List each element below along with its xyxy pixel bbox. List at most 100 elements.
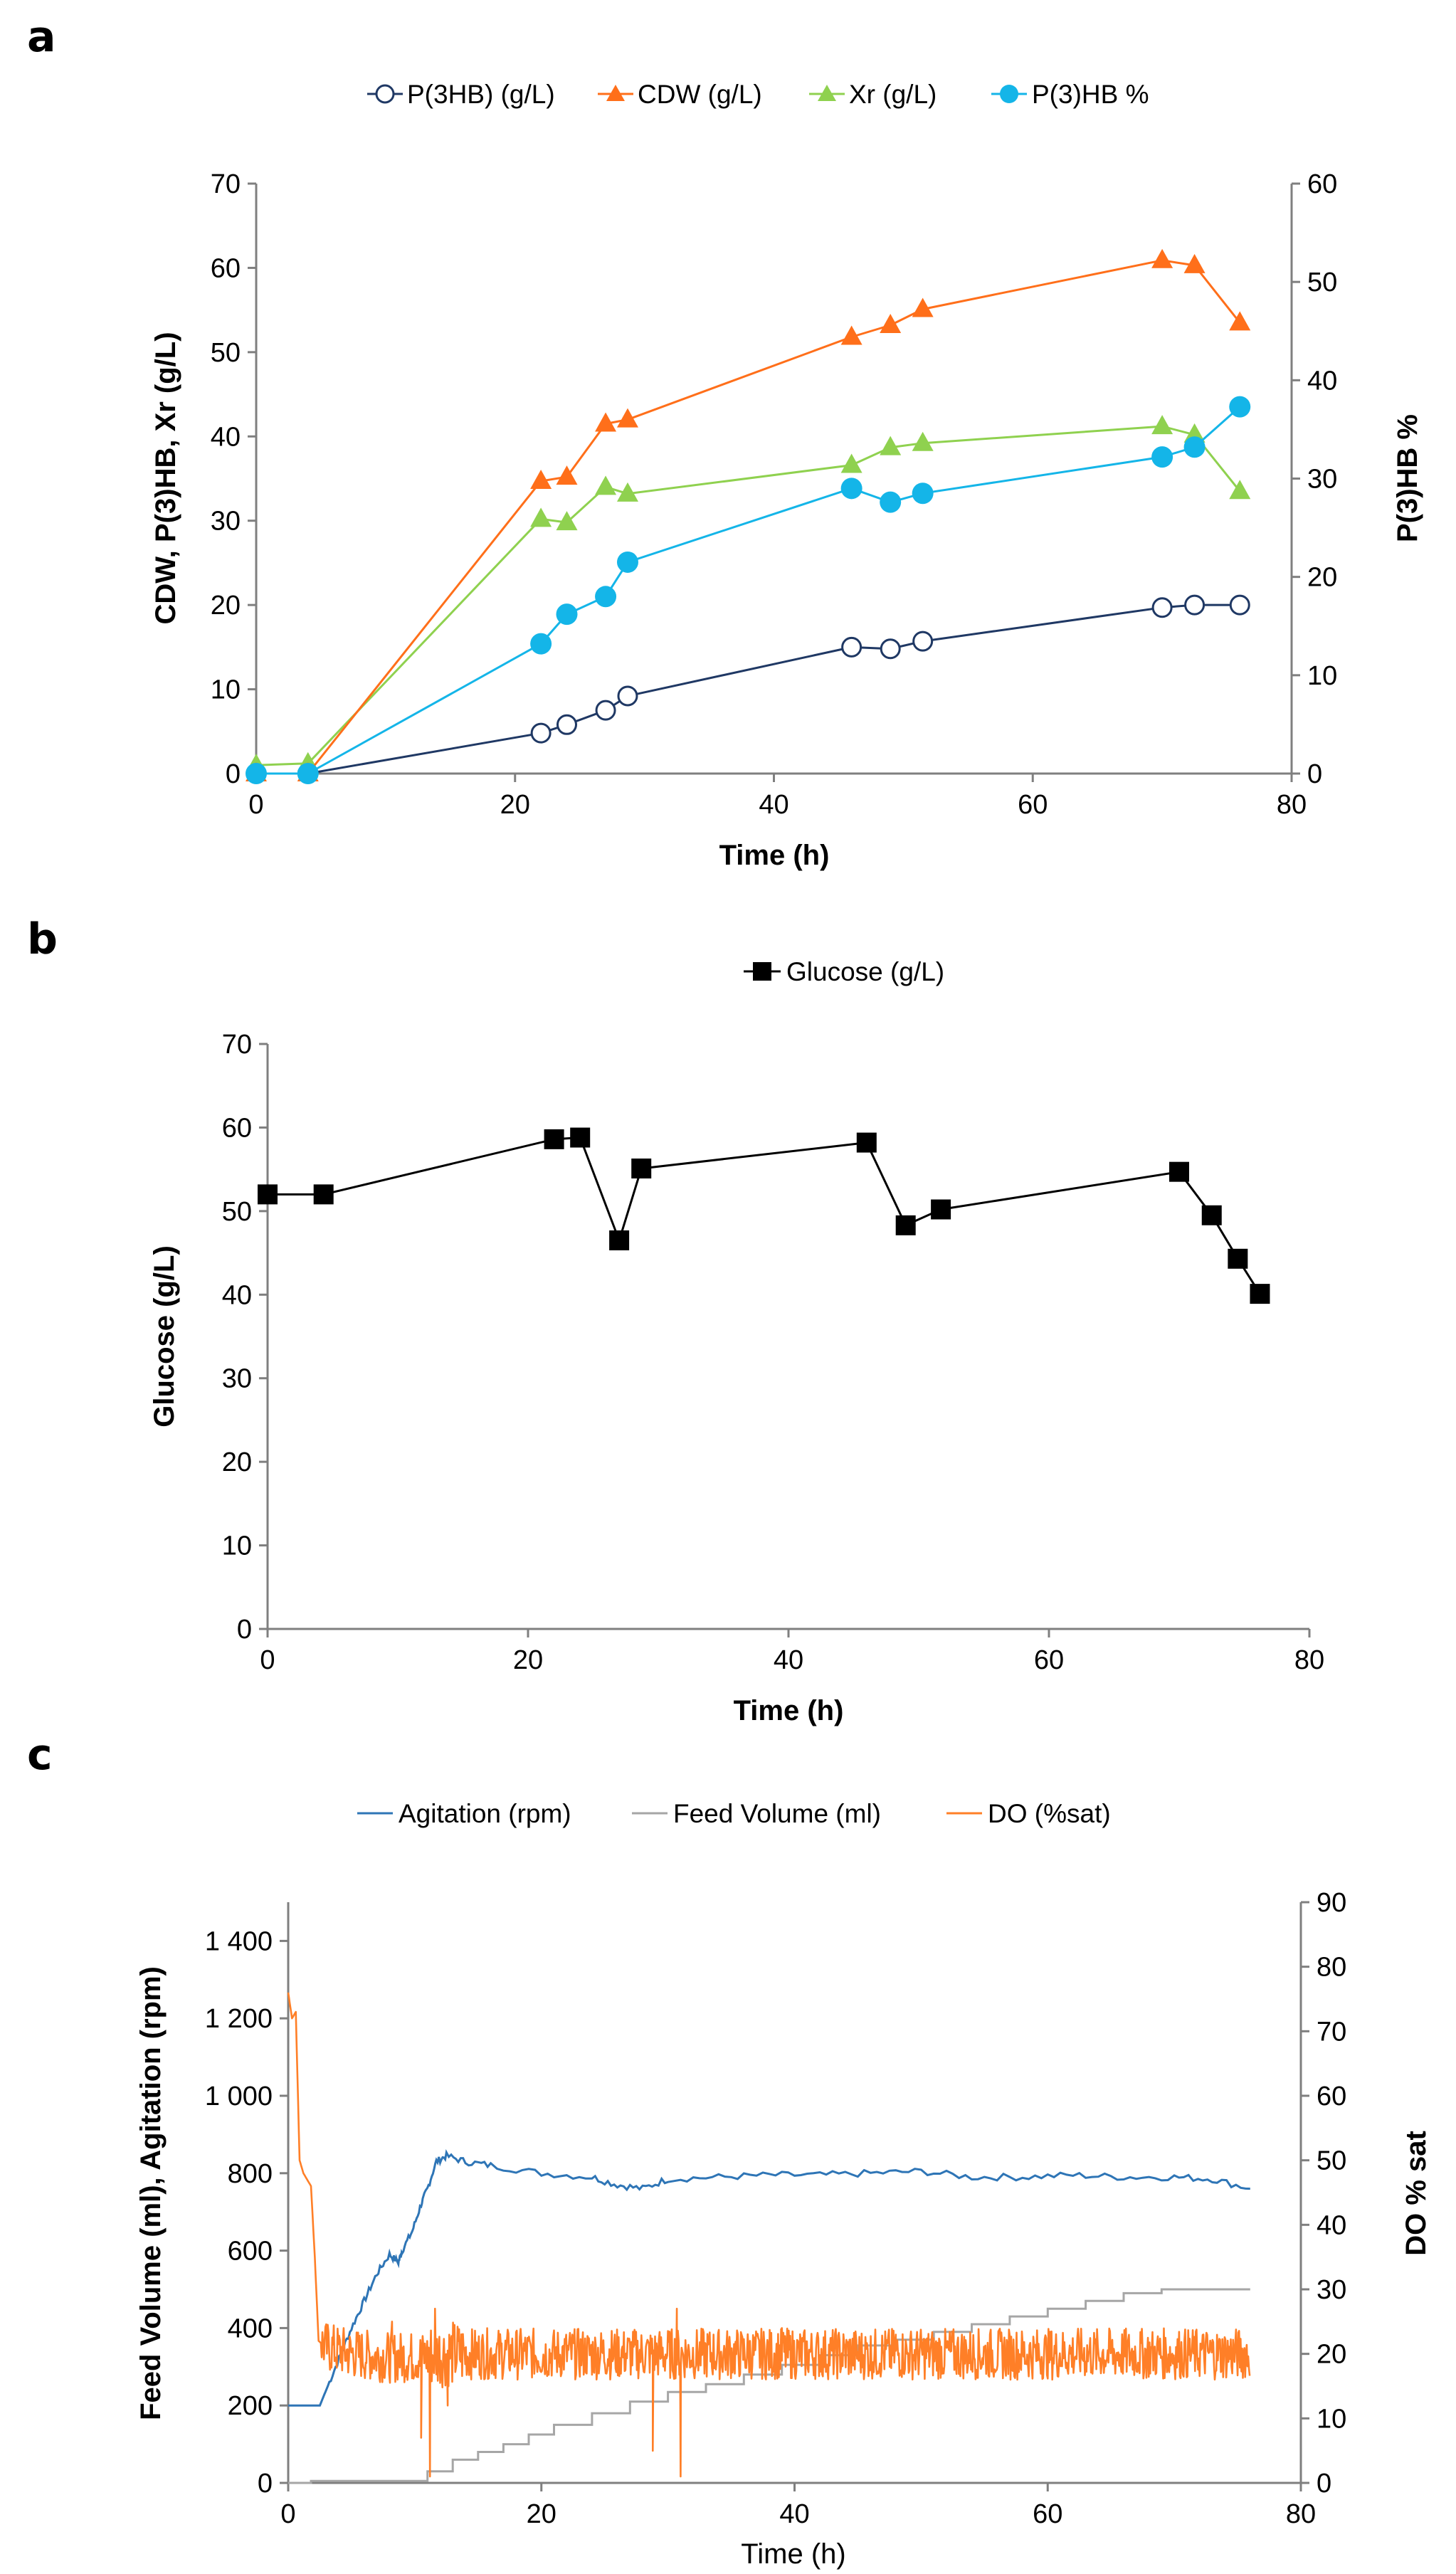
y-tick-label: 600 <box>228 2237 273 2267</box>
x-tick-label: 60 <box>1033 2499 1062 2529</box>
y-tick-label: 20 <box>1317 2340 1346 2370</box>
y-tick-label: 60 <box>1307 169 1337 199</box>
data-point <box>1183 253 1206 273</box>
series-p-3hb-g-l- <box>246 594 1250 784</box>
y-tick-label: 20 <box>222 1447 252 1477</box>
data-point <box>912 297 934 317</box>
y-tick-label: 40 <box>1307 366 1337 396</box>
legend-label-do: DO (%sat) <box>988 1799 1111 1828</box>
legend-marker-p3hb-pct <box>1000 85 1018 103</box>
y-tick-label: 60 <box>211 253 241 283</box>
data-point <box>840 478 862 500</box>
x-tick-label: 40 <box>774 1645 803 1675</box>
y-axis-title-right-a: P(3)HB % <box>1392 414 1423 542</box>
panel-label-a: a <box>27 12 56 62</box>
data-point <box>912 482 934 505</box>
data-point <box>1250 1284 1270 1304</box>
y-tick-label: 60 <box>1317 2082 1346 2111</box>
data-point <box>1228 1248 1248 1269</box>
data-point <box>530 507 552 527</box>
data-point <box>856 1132 877 1153</box>
series-xr-g-l- <box>246 415 1251 774</box>
y-tick-label: 10 <box>222 1531 252 1561</box>
y-tick-label: 70 <box>222 1030 252 1060</box>
y-tick-label: 10 <box>1317 2404 1346 2434</box>
x-tick-label: 60 <box>1034 1645 1064 1675</box>
data-point <box>556 603 578 626</box>
series-a <box>246 248 1251 784</box>
x-tick-label: 20 <box>500 790 530 820</box>
data-point <box>1169 1161 1189 1182</box>
panel-c: c Agitation (rpm) Feed Volume (ml) DO (%… <box>27 1730 1432 2570</box>
data-point <box>313 1184 334 1205</box>
y-axis-title-left-a: CDW, P(3)HB, Xr (g/L) <box>150 332 181 624</box>
data-point <box>530 633 552 655</box>
x-axis-title-c: Time (h) <box>741 2538 845 2570</box>
panel-label-b: b <box>27 914 58 964</box>
legend-marker-glucose <box>753 962 771 981</box>
y-tick-label: 0 <box>1317 2469 1331 2499</box>
y-tick-label: 10 <box>1307 661 1337 691</box>
y-tick-label: 0 <box>1307 759 1322 789</box>
legend-label-xr: Xr (g/L) <box>849 80 937 109</box>
data-point <box>880 436 902 455</box>
panel-b: b Glucose (g/L) 0 10 20 30 40 50 60 70 0 20 40 60 8… <box>27 914 1324 1726</box>
x-tick-label: 40 <box>779 2499 809 2529</box>
data-point <box>258 1184 278 1205</box>
x-tick-label: 40 <box>759 790 788 820</box>
data-point <box>530 722 552 744</box>
series-line <box>256 603 1240 775</box>
y-tick-label: 1 000 <box>205 2082 273 2111</box>
legend-a: P(3HB) (g/L) CDW (g/L) Xr (g/L) P(3)HB % <box>367 80 1149 109</box>
y-tick-label: 0 <box>226 759 241 789</box>
y-tick-label: 80 <box>1317 1953 1346 1983</box>
data-point <box>617 685 638 707</box>
data-point <box>616 408 638 428</box>
data-point <box>840 325 862 345</box>
x-axis-title-b: Time (h) <box>734 1695 844 1726</box>
y-tick-label: 800 <box>228 2159 273 2189</box>
y-tick-label: 10 <box>211 675 241 705</box>
x-tick-label: 80 <box>1277 790 1307 820</box>
legend-label-p3hb: P(3HB) (g/L) <box>407 80 555 109</box>
data-point <box>1229 396 1251 418</box>
data-point <box>246 763 267 784</box>
legend-label-agitation: Agitation (rpm) <box>399 1799 571 1828</box>
legend-marker-xr <box>818 85 836 101</box>
data-point <box>556 465 578 485</box>
data-point <box>616 551 638 573</box>
y-tick-label: 0 <box>237 1615 252 1645</box>
y-axis-title-b: Glucose (g/L) <box>149 1245 180 1428</box>
series-b <box>258 1127 1270 1304</box>
y-ticks-b: 0 10 20 30 40 50 60 70 <box>222 1030 268 1645</box>
series-line-feed-volume <box>288 2288 1250 2484</box>
y-tick-label: 40 <box>211 422 241 452</box>
y-tick-label: 40 <box>222 1280 252 1310</box>
legend-marker-p3hb <box>375 84 395 104</box>
x-tick-label: 20 <box>527 2499 556 2529</box>
data-point <box>1183 423 1206 443</box>
y-tick-label: 90 <box>1317 1888 1346 1918</box>
y-tick-label: 30 <box>222 1364 252 1394</box>
y-tick-label: 30 <box>1307 465 1337 495</box>
data-point <box>895 1215 916 1235</box>
y-tick-label: 20 <box>1307 563 1337 593</box>
series-p-3-hb- <box>246 396 1251 784</box>
data-point <box>595 586 617 608</box>
series-line <box>256 259 1241 775</box>
panel-label-c: c <box>27 1730 53 1780</box>
data-point <box>931 1199 951 1220</box>
data-point <box>570 1127 591 1148</box>
legend-label-glucose: Glucose (g/L) <box>786 957 944 986</box>
y-tick-label: 50 <box>211 338 241 368</box>
series-line <box>255 425 1241 766</box>
x-ticks-a: 0 20 40 60 80 <box>248 774 1307 820</box>
panel-a: a P(3HB) (g/L) CDW (g/L) Xr (g/L) P(3)HB… <box>27 12 1423 871</box>
x-tick-label: 80 <box>1294 1645 1324 1675</box>
y-tick-label: 50 <box>1307 268 1337 297</box>
data-point <box>912 431 934 451</box>
data-point <box>544 1129 564 1149</box>
data-point <box>1184 594 1206 616</box>
x-tick-label: 0 <box>248 790 263 820</box>
